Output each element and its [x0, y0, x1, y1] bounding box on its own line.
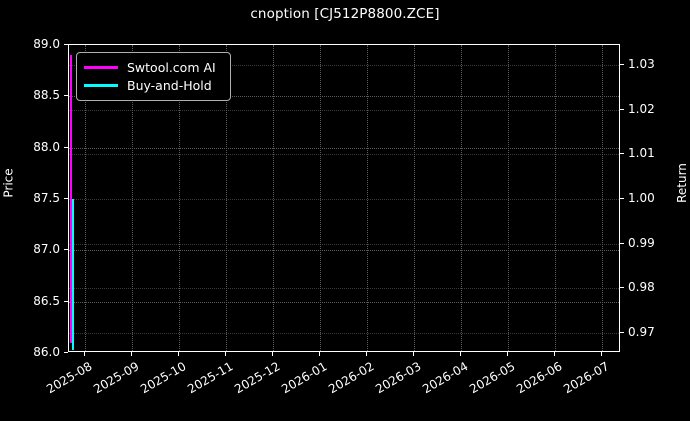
y-axis-left-tick-label: 87.5	[33, 191, 60, 205]
x-axis-tick-label: 2025-08	[44, 359, 95, 397]
gridline-horizontal	[69, 147, 619, 149]
gridline-vertical	[602, 45, 603, 351]
legend-item[interactable]: Buy-and-Hold	[84, 76, 223, 94]
y-axis-right-tick-label: 0.97	[628, 324, 655, 339]
gridline-vertical	[367, 45, 368, 351]
y-axis-right-tick-label: 1.02	[628, 101, 655, 116]
gridline-vertical	[508, 45, 509, 351]
legend-label-swtool-ai: Swtool.com AI	[127, 59, 216, 75]
gridline-vertical	[320, 45, 321, 351]
chart-title: cnoption [CJ512P8800.ZCE]	[250, 6, 440, 22]
x-axis-tick-label: 2025-09	[91, 359, 142, 397]
y-axis-right-tick-label: 1.01	[628, 146, 655, 161]
gridline-vertical	[273, 45, 274, 351]
x-axis-tick-label: 2025-12	[232, 359, 283, 397]
y-axis-left-tick	[64, 249, 68, 251]
y-axis-right-tick-label: 1.03	[628, 57, 655, 72]
y-axis-left-tick	[64, 352, 68, 353]
x-axis-tick	[554, 352, 555, 356]
x-axis-tick	[507, 352, 508, 356]
gridline-horizontal-right-axis	[69, 288, 619, 290]
y-axis-left-tick-label: 88.0	[33, 139, 60, 154]
gridline-horizontal-right-axis	[69, 332, 619, 334]
x-axis-tick	[366, 352, 367, 356]
x-axis-tick	[84, 352, 85, 356]
legend-swatch-buy-and-hold	[84, 83, 118, 87]
y-axis-left-tick-label: 86.5	[33, 293, 60, 308]
x-axis-tick	[601, 352, 602, 356]
gridline-vertical	[555, 45, 556, 351]
y-axis-left-tick	[64, 300, 68, 302]
x-axis-tick	[225, 352, 226, 356]
gridline-vertical	[226, 45, 227, 351]
gridline-horizontal	[69, 301, 619, 303]
y-axis-left-tick	[64, 146, 68, 148]
x-axis-tick-label: 2026-07	[561, 359, 612, 397]
legend-item[interactable]: Swtool.com AI	[84, 58, 223, 76]
x-axis-tick-label: 2026-01	[279, 359, 330, 397]
y-axis-left-label: Price	[1, 168, 16, 198]
series-line-swtool-ai	[69, 55, 72, 343]
y-axis-left-tick	[64, 95, 68, 97]
gridline-horizontal-right-axis	[69, 154, 619, 156]
gridline-horizontal-right-axis	[69, 199, 619, 200]
x-axis-tick	[413, 352, 414, 356]
gridline-vertical	[85, 45, 86, 351]
legend-swatch-swtool-ai	[84, 65, 118, 69]
x-axis-tick-label: 2025-10	[138, 359, 189, 397]
y-axis-left-tick	[64, 198, 68, 199]
x-axis-tick-label: 2026-06	[514, 359, 565, 397]
series-line-buy-and-hold	[71, 199, 74, 351]
y-axis-right-tick-label: 0.99	[628, 235, 655, 250]
y-axis-left-tick-label: 89.0	[33, 37, 60, 51]
x-axis-tick	[319, 352, 320, 356]
plot-area	[68, 44, 620, 352]
gridline-vertical	[132, 45, 133, 351]
gridline-horizontal	[69, 250, 619, 252]
y-axis-left-tick	[64, 44, 68, 45]
x-axis-tick-label: 2026-05	[467, 359, 518, 397]
gridline-horizontal-right-axis	[69, 65, 619, 67]
x-axis-tick-label: 2026-04	[420, 359, 471, 397]
gridline-horizontal	[69, 96, 619, 98]
y-axis-right-label: Return	[674, 163, 689, 203]
x-axis-tick	[272, 352, 273, 356]
x-axis-tick	[178, 352, 179, 356]
chart-legend: Swtool.com AI Buy-and-Hold	[76, 52, 231, 101]
x-axis-tick-label: 2026-02	[326, 359, 377, 397]
x-axis-tick	[131, 352, 132, 356]
x-axis-tick-label: 2026-03	[373, 359, 424, 397]
y-axis-right-tick-label: 0.98	[628, 280, 655, 295]
y-axis-right-tick	[620, 64, 624, 66]
gridline-vertical	[461, 45, 462, 351]
gridline-vertical	[414, 45, 415, 351]
y-axis-right-tick	[620, 108, 624, 110]
gridline-vertical	[179, 45, 180, 351]
y-axis-left-tick-label: 88.5	[33, 88, 60, 103]
y-axis-right-tick	[620, 242, 624, 244]
y-axis-right-tick	[620, 198, 624, 199]
y-axis-right-tick	[620, 153, 624, 155]
y-axis-left-tick-label: 86.0	[33, 345, 60, 359]
x-axis-tick	[460, 352, 461, 356]
gridline-horizontal-right-axis	[69, 109, 619, 111]
y-axis-right-tick	[620, 331, 624, 333]
y-axis-right-tick-label: 1.00	[628, 191, 655, 205]
y-axis-right-tick	[620, 287, 624, 289]
legend-label-buy-and-hold: Buy-and-Hold	[127, 77, 212, 93]
y-axis-left-tick-label: 87.0	[33, 242, 60, 257]
x-axis-tick-label: 2025-11	[185, 359, 236, 397]
gridline-horizontal-right-axis	[69, 243, 619, 245]
